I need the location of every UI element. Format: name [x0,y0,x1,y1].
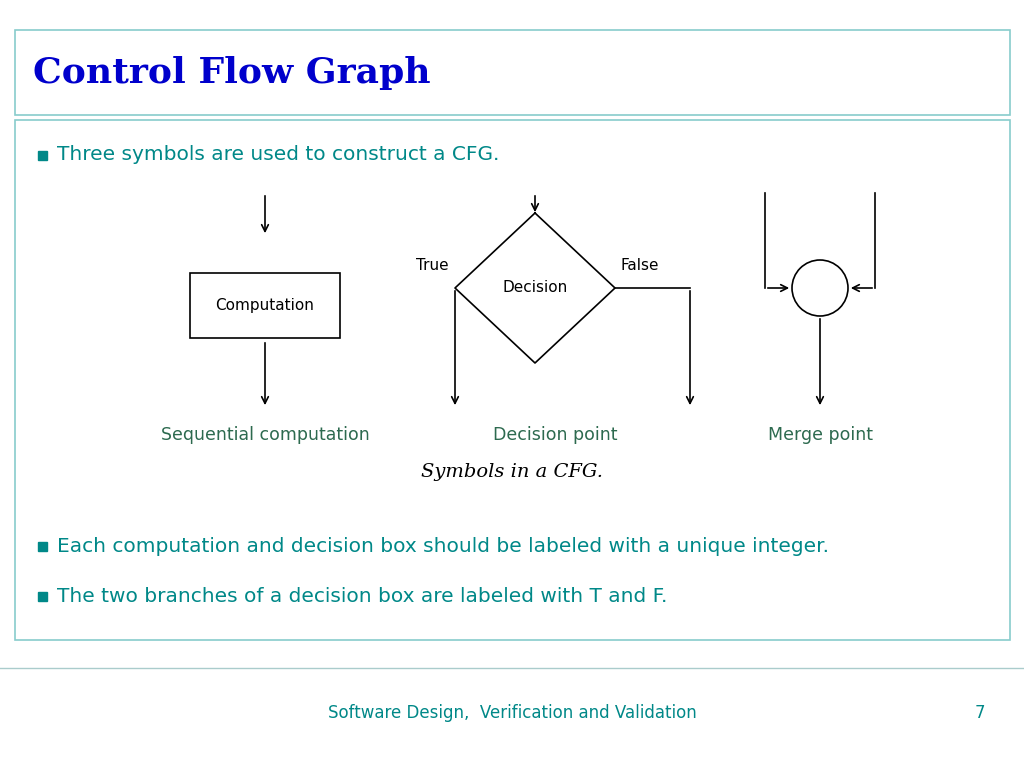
Text: Symbols in a CFG.: Symbols in a CFG. [421,463,603,481]
Bar [38,591,47,601]
Text: True: True [417,258,449,273]
Text: Decision: Decision [503,280,567,296]
Text: 7: 7 [975,704,985,722]
Text: The two branches of a decision box are labeled with T and F.: The two branches of a decision box are l… [57,587,668,605]
Text: Software Design,  Verification and Validation: Software Design, Verification and Valida… [328,704,696,722]
Bar [190,273,340,338]
Bar [38,151,47,160]
Polygon shape [455,213,615,363]
Text: Each computation and decision box should be labeled with a unique integer.: Each computation and decision box should… [57,537,829,555]
Text: Merge point: Merge point [768,426,872,444]
Text: Computation: Computation [216,298,314,313]
Text: Decision point: Decision point [493,426,617,444]
Text: False: False [621,258,659,273]
Text: Sequential computation: Sequential computation [161,426,370,444]
Text: Three symbols are used to construct a CFG.: Three symbols are used to construct a CF… [57,145,500,164]
Bar [15,30,1010,115]
Bar [15,120,1010,640]
Circle shape [792,260,848,316]
Bar [38,541,47,551]
Text: Control Flow Graph: Control Flow Graph [33,55,431,90]
